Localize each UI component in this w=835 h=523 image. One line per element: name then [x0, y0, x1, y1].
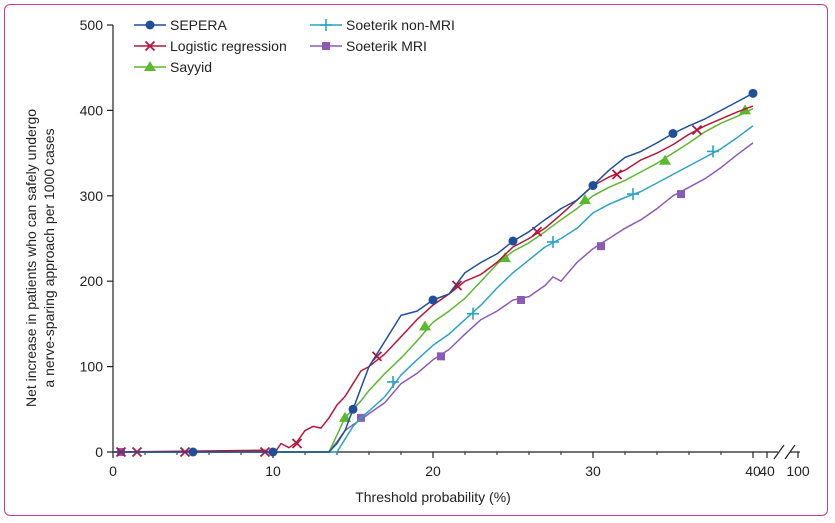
legend-item-soeterik-non-mri: Soeterik non-MRI [310, 17, 455, 33]
legend-marker-soeterik-non-mri [320, 19, 332, 31]
data-point-sayyid [499, 252, 511, 263]
legend-item-sayyid: Sayyid [134, 59, 212, 75]
axis-break-mark-right [784, 444, 796, 460]
x-tick-label-30: 30 [585, 463, 601, 479]
y-tick-label-400: 400 [80, 102, 104, 118]
data-point-soeterik-mri [517, 295, 525, 304]
y-tick-label-200: 200 [80, 273, 104, 289]
x-tick-label-0: 0 [109, 463, 117, 479]
series-line-sayyid [113, 108, 754, 453]
data-point-logistic-regression [291, 438, 303, 449]
y-axis-title-line-1: Net increase in patients who can safely … [23, 109, 39, 407]
data-point-sepera [348, 404, 358, 414]
legend-item-sepera: SEPERA [134, 17, 227, 33]
data-point-sepera [748, 88, 758, 98]
data-point-soeterik-mri [677, 190, 685, 199]
data-point-logistic-regression [611, 169, 623, 180]
axis-break-mark-left [773, 444, 785, 460]
data-point-soeterik-non-mri [627, 188, 639, 201]
legend-item-logistic-regression: Logistic regression [134, 38, 287, 54]
series-layer [112, 88, 758, 458]
data-point-sepera [268, 447, 278, 457]
data-point-sayyid [339, 411, 351, 422]
legend-marker-sepera [145, 20, 155, 30]
x-tick-label-40: 40 [745, 463, 761, 479]
data-point-sayyid [579, 194, 591, 205]
series-logistic-regression [112, 105, 754, 458]
data-point-sepera [428, 295, 438, 305]
legend-marker-sayyid [144, 61, 156, 71]
data-point-soeterik-non-mri [467, 307, 479, 320]
legend: SEPERA Logistic regression Sayyid Soeterik … [134, 17, 455, 75]
data-point-sayyid [419, 320, 431, 331]
x-break-tick-label-40: 40 [759, 463, 775, 479]
series-sayyid [113, 104, 754, 453]
data-point-soeterik-mri [437, 352, 445, 361]
legend-marker-logistic-regression [144, 40, 156, 52]
legend-label-sayyid: Sayyid [170, 59, 212, 75]
y-tick-label-500: 500 [80, 17, 104, 33]
series-line-sepera [113, 92, 754, 453]
legend-marker-soeterik-mri [322, 42, 330, 50]
data-point-sepera [588, 181, 598, 191]
y-axis-title-line-2: a nerve-sparing approach per 1000 cases [41, 128, 57, 387]
data-point-logistic-regression [691, 124, 703, 136]
series-line-logistic-regression [112, 105, 754, 457]
data-point-soeterik-non-mri [387, 375, 399, 388]
data-point-sepera [668, 128, 678, 138]
legend-label-soeterik-mri: Soeterik MRI [346, 38, 427, 54]
legend-label-soeterik-non-mri: Soeterik non-MRI [346, 17, 455, 33]
figure-frame [4, 4, 828, 516]
x-axis-title: Threshold probability (%) [355, 489, 511, 505]
x-tick-label-10: 10 [265, 463, 281, 479]
legend-item-soeterik-mri: Soeterik MRI [310, 38, 427, 54]
data-point-soeterik-non-mri [707, 145, 719, 158]
y-tick-label-300: 300 [80, 188, 104, 204]
x-break-tick-label-100: 100 [786, 463, 810, 479]
y-tick-label-100: 100 [80, 359, 104, 375]
y-tick-label-0: 0 [95, 444, 103, 460]
legend-label-logistic-regression: Logistic regression [170, 38, 287, 54]
data-point-sepera [508, 236, 518, 246]
data-point-sayyid [659, 154, 671, 165]
data-point-soeterik-non-mri [547, 235, 559, 248]
x-tick-label-20: 20 [425, 463, 441, 479]
series-soeterik-non-mri [113, 125, 754, 453]
data-point-sepera [188, 447, 198, 457]
data-point-soeterik-mri [597, 242, 605, 251]
series-line-soeterik-non-mri [113, 125, 754, 453]
legend-label-sepera: SEPERA [170, 17, 227, 33]
series-sepera [113, 88, 758, 457]
